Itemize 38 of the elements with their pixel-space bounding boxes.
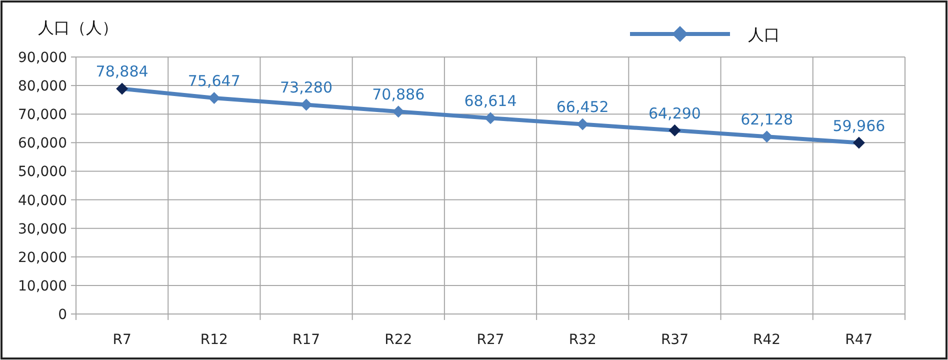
y-tick-label: 80,000 [18,78,67,95]
x-tick-label: R12 [200,332,228,348]
y-tick-label: 60,000 [18,136,67,152]
x-tick-label: R22 [384,332,412,348]
data-label: 73,280 [280,78,333,97]
point [392,106,404,118]
y-tick-label: 70,000 [18,107,67,124]
x-tick-label: R32 [568,332,596,348]
data-label: 78,884 [96,62,148,81]
y-tick-label: 40,000 [18,192,67,209]
x-tick-label: R27 [476,332,504,348]
x-tick-label: R17 [292,332,320,348]
x-tick-label: R37 [660,332,688,348]
point [300,98,312,111]
data-label: 66,452 [556,98,609,116]
y-tick-label: 10,000 [18,278,67,294]
data-label: 59,966 [832,116,886,135]
point [208,92,220,104]
x-tick-label: R47 [845,332,873,348]
data-label: 70,886 [372,86,425,104]
y-tick-label: 50,000 [18,164,67,180]
point [760,130,773,143]
data-label: 75,647 [188,72,240,90]
point [668,124,681,136]
point [484,112,496,124]
x-tick-label: R42 [753,332,781,348]
y-tick-label: 30,000 [18,221,67,238]
point [116,82,128,95]
y-tick-label: 20,000 [18,250,67,266]
x-tick-label: R7 [112,332,132,348]
data-label: 68,614 [464,92,517,110]
y-tick-label: 90,000 [18,50,67,66]
data-label: 62,128 [740,110,794,129]
data-label: 64,290 [648,104,701,122]
y-tick-label: 0 [58,307,67,323]
legend: 人口 [630,25,780,44]
y-axis-title: 人口（人） [38,18,118,37]
point [852,136,865,149]
